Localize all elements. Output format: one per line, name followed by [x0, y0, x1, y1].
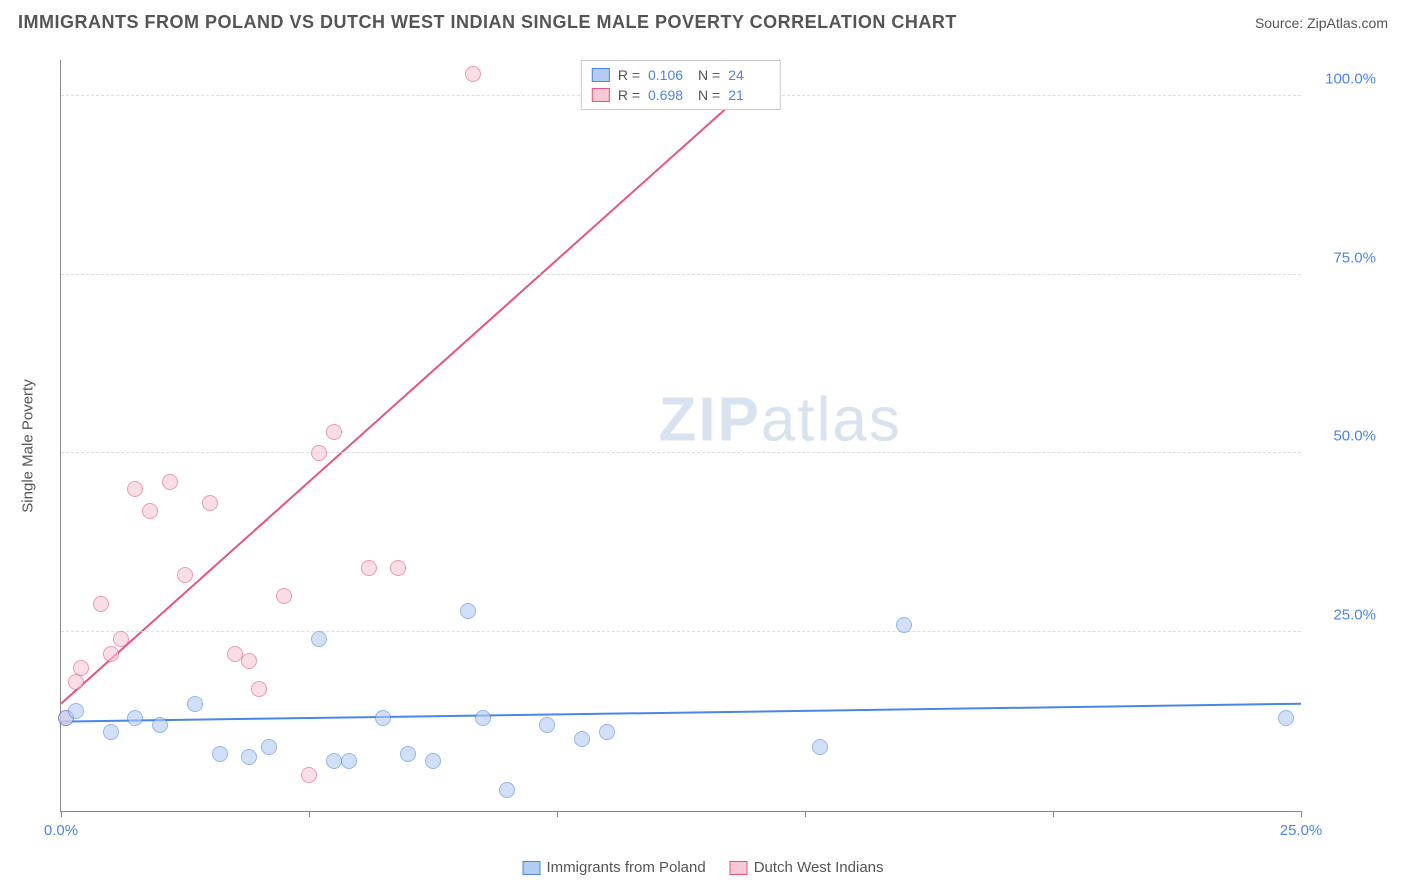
legend-item-blue: Immigrants from Poland: [522, 859, 705, 876]
chart-header: IMMIGRANTS FROM POLAND VS DUTCH WEST IND…: [18, 12, 1388, 33]
scatter-point-blue: [539, 717, 555, 733]
scatter-point-pink: [68, 674, 84, 690]
scatter-point-blue: [311, 631, 327, 647]
scatter-point-pink: [276, 588, 292, 604]
scatter-point-blue: [187, 696, 203, 712]
legend-swatch-blue-icon: [522, 861, 540, 875]
y-tick-label: 75.0%: [1333, 249, 1376, 266]
trend-line-pink: [61, 60, 780, 704]
scatter-point-pink: [326, 424, 342, 440]
trend-line-blue: [61, 704, 1301, 722]
x-tick: [61, 811, 62, 817]
chart-title: IMMIGRANTS FROM POLAND VS DUTCH WEST IND…: [18, 12, 957, 33]
scatter-point-pink: [251, 681, 267, 697]
scatter-point-pink: [127, 481, 143, 497]
scatter-point-blue: [460, 603, 476, 619]
scatter-point-blue: [326, 753, 342, 769]
scatter-point-blue: [341, 753, 357, 769]
chart-container: ZIPatlas R = 0.106 N = 24 R = 0.698 N = …: [60, 40, 1381, 842]
x-tick: [309, 811, 310, 817]
x-tick: [557, 811, 558, 817]
legend-series: Immigrants from Poland Dutch West Indian…: [522, 859, 883, 876]
plot-area: ZIPatlas R = 0.106 N = 24 R = 0.698 N = …: [60, 60, 1301, 812]
scatter-point-pink: [227, 646, 243, 662]
legend-swatch-pink: [592, 88, 610, 102]
gridline: [61, 452, 1301, 453]
scatter-point-pink: [361, 560, 377, 576]
legend-row-pink: R = 0.698 N = 21: [592, 85, 770, 105]
scatter-point-blue: [425, 753, 441, 769]
trend-lines: [61, 60, 1301, 811]
scatter-point-pink: [73, 660, 89, 676]
gridline: [61, 274, 1301, 275]
x-tick-label: 25.0%: [1280, 822, 1323, 839]
y-tick-label: 100.0%: [1325, 70, 1376, 87]
scatter-point-blue: [812, 739, 828, 755]
scatter-point-blue: [499, 782, 515, 798]
scatter-point-blue: [400, 746, 416, 762]
y-tick-label: 50.0%: [1333, 428, 1376, 445]
scatter-point-blue: [241, 749, 257, 765]
scatter-point-pink: [142, 503, 158, 519]
scatter-point-pink: [390, 560, 406, 576]
scatter-point-blue: [261, 739, 277, 755]
y-tick-label: 25.0%: [1333, 607, 1376, 624]
scatter-point-blue: [68, 703, 84, 719]
scatter-point-blue: [896, 617, 912, 633]
scatter-point-blue: [103, 724, 119, 740]
scatter-point-blue: [152, 717, 168, 733]
legend-row-blue: R = 0.106 N = 24: [592, 65, 770, 85]
scatter-point-pink: [202, 495, 218, 511]
scatter-point-blue: [475, 710, 491, 726]
scatter-point-pink: [241, 653, 257, 669]
scatter-point-blue: [127, 710, 143, 726]
scatter-point-blue: [1278, 710, 1294, 726]
x-tick: [1053, 811, 1054, 817]
scatter-point-blue: [212, 746, 228, 762]
scatter-point-pink: [162, 474, 178, 490]
scatter-point-pink: [113, 631, 129, 647]
scatter-point-pink: [311, 445, 327, 461]
legend-swatch-blue: [592, 68, 610, 82]
scatter-point-blue: [599, 724, 615, 740]
scatter-point-blue: [574, 731, 590, 747]
scatter-point-pink: [177, 567, 193, 583]
scatter-point-blue: [375, 710, 391, 726]
gridline: [61, 631, 1301, 632]
scatter-point-pink: [301, 767, 317, 783]
legend-swatch-pink-icon: [730, 861, 748, 875]
legend-correlation-stats: R = 0.106 N = 24 R = 0.698 N = 21: [581, 60, 781, 110]
x-tick: [1301, 811, 1302, 817]
scatter-point-pink: [465, 66, 481, 82]
y-axis-title: Single Male Poverty: [20, 379, 37, 512]
source-attribution: Source: ZipAtlas.com: [1255, 15, 1388, 31]
x-tick: [805, 811, 806, 817]
legend-item-pink: Dutch West Indians: [730, 859, 884, 876]
scatter-point-pink: [93, 596, 109, 612]
x-tick-label: 0.0%: [44, 822, 78, 839]
scatter-point-pink: [103, 646, 119, 662]
